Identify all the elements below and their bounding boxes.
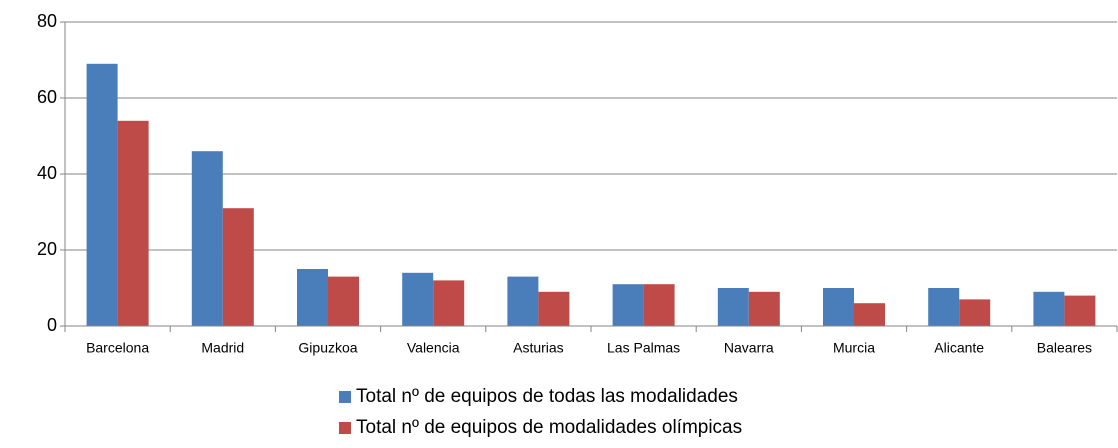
bar xyxy=(117,120,149,326)
x-tick-label: Valencia xyxy=(407,340,460,356)
y-tick-label: 80 xyxy=(37,11,57,31)
bar xyxy=(402,272,434,326)
bar xyxy=(1033,291,1065,326)
bar xyxy=(297,269,328,326)
y-tick-label: 0 xyxy=(47,315,57,335)
legend-swatch xyxy=(339,391,351,403)
bar xyxy=(928,288,960,326)
bar xyxy=(191,151,223,326)
bar xyxy=(86,63,118,327)
bar xyxy=(612,284,644,326)
x-tick-label: Madrid xyxy=(201,340,244,356)
bar xyxy=(823,288,854,326)
bar xyxy=(328,276,359,326)
x-tick-label: Murcia xyxy=(833,340,875,356)
x-tick-label: Las Palmas xyxy=(607,340,680,356)
bar xyxy=(538,291,570,326)
y-tick-label: 40 xyxy=(37,163,57,183)
bar xyxy=(433,280,465,326)
x-tick-label: Asturias xyxy=(513,340,564,356)
x-tick-label: Navarra xyxy=(724,340,774,356)
x-tick-label: Gipuzkoa xyxy=(298,340,357,356)
x-tick-label: Alicante xyxy=(934,340,984,356)
bar xyxy=(643,284,675,326)
y-tick-label: 20 xyxy=(37,239,57,259)
bar xyxy=(507,276,539,326)
y-tick-label: 60 xyxy=(37,87,57,107)
bar xyxy=(748,291,780,326)
x-tick-label: Baleares xyxy=(1037,340,1092,356)
bar xyxy=(717,288,749,326)
bar xyxy=(959,299,991,326)
bar xyxy=(222,208,254,326)
legend-label: Total nº de equipos de modalidades olímp… xyxy=(356,417,742,438)
bar xyxy=(854,303,885,326)
legend-swatch xyxy=(339,422,351,434)
x-tick-label: Barcelona xyxy=(86,340,149,356)
bar xyxy=(1064,295,1096,326)
legend-label: Total nº de equipos de todas las modalid… xyxy=(356,386,738,407)
